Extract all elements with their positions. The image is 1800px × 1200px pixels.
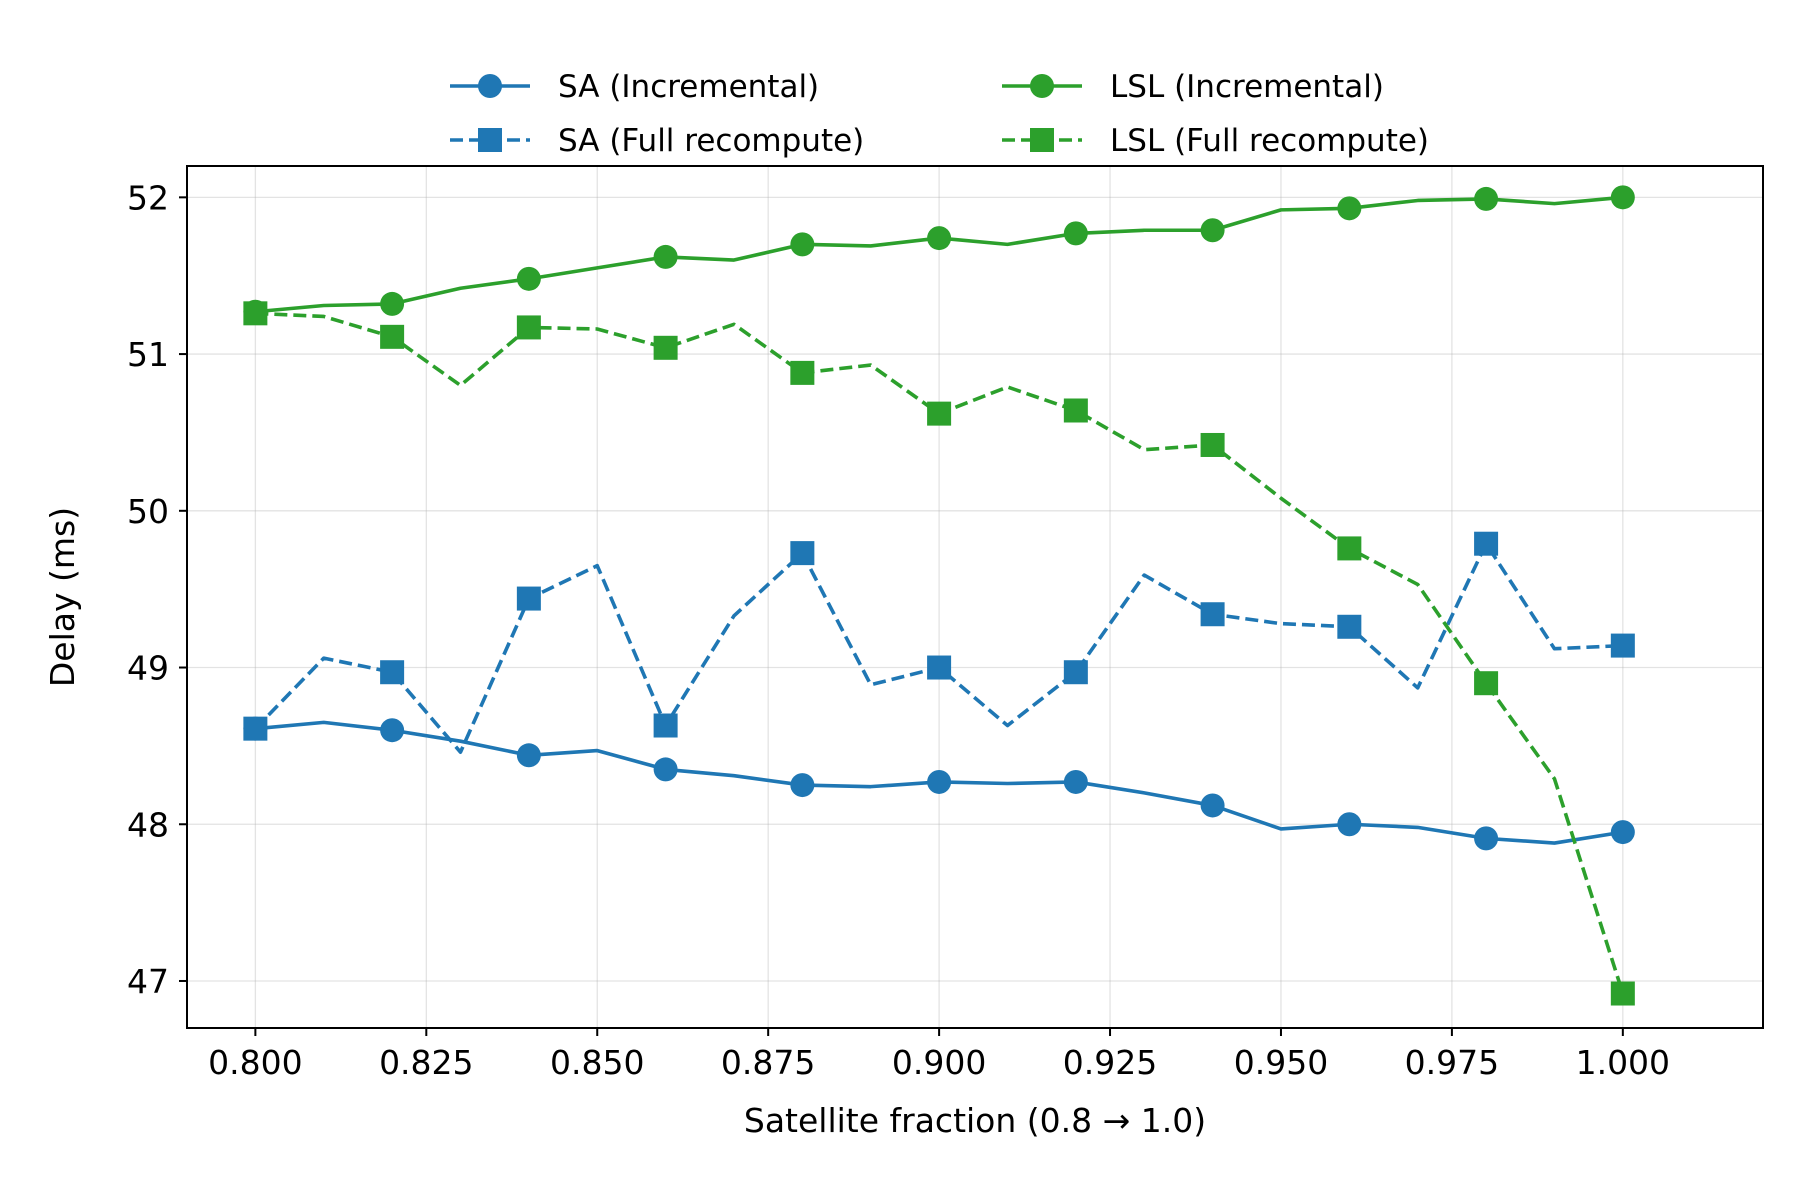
- data-point-sa-full-recompute: [790, 541, 815, 566]
- data-point-lsl-incremental: [653, 244, 678, 269]
- data-point-sa-incremental: [927, 769, 952, 794]
- x-axis-ticks: 0.800 0.825 0.850 0.875 0.900 0.925 0.950 0.975…: [208, 1028, 1670, 1082]
- x-tick-label: 0.875: [721, 1043, 815, 1082]
- data-point-lsl-full-recompute: [927, 401, 952, 426]
- series-markers: [243, 185, 1635, 1006]
- data-point-lsl-full-recompute: [243, 301, 268, 326]
- data-point-lsl-incremental: [1337, 196, 1362, 221]
- data-point-lsl-incremental: [790, 232, 815, 257]
- legend-marker: [478, 74, 502, 98]
- data-point-sa-full-recompute: [1337, 614, 1362, 639]
- data-point-lsl-incremental: [927, 226, 952, 251]
- data-point-lsl-full-recompute: [380, 324, 405, 349]
- x-tick-label: 0.850: [550, 1043, 644, 1082]
- data-point-sa-incremental: [516, 743, 541, 768]
- x-tick-label: 0.975: [1405, 1043, 1499, 1082]
- data-point-lsl-full-recompute: [516, 315, 541, 340]
- y-tick-label: 52: [127, 178, 169, 217]
- data-point-sa-full-recompute: [653, 713, 678, 738]
- legend-marker: [1030, 74, 1054, 98]
- y-tick-label: 49: [127, 649, 169, 688]
- x-tick-label: 0.950: [1234, 1043, 1328, 1082]
- legend-marker: [478, 128, 502, 152]
- x-tick-label: 0.900: [892, 1043, 986, 1082]
- y-tick-label: 48: [127, 805, 169, 844]
- legend-label: LSL (Incremental): [1110, 69, 1384, 105]
- legend-marker: [1030, 128, 1054, 152]
- y-tick-label: 47: [127, 962, 169, 1001]
- data-point-sa-full-recompute: [1063, 660, 1088, 685]
- data-point-lsl-full-recompute: [1200, 432, 1225, 457]
- data-point-lsl-incremental: [1474, 186, 1499, 211]
- data-point-sa-incremental: [1200, 793, 1225, 818]
- data-point-lsl-full-recompute: [1063, 398, 1088, 423]
- data-point-sa-incremental: [790, 773, 815, 798]
- data-point-sa-incremental: [380, 718, 405, 743]
- legend-label: SA (Full recompute): [558, 123, 864, 159]
- data-point-sa-full-recompute: [516, 586, 541, 611]
- data-point-sa-incremental: [653, 757, 678, 782]
- legend-label: LSL (Full recompute): [1110, 123, 1429, 159]
- x-tick-label: 1.000: [1576, 1043, 1670, 1082]
- y-tick-label: 51: [127, 335, 169, 374]
- legend-entry-sa-incremental: SA (Incremental): [450, 69, 819, 105]
- x-tick-label: 0.925: [1063, 1043, 1157, 1082]
- data-point-lsl-incremental: [1200, 218, 1225, 243]
- grid: [187, 166, 1763, 1028]
- axes-frame: [186, 165, 1764, 1029]
- data-point-lsl-incremental: [1063, 221, 1088, 246]
- legend-label: SA (Incremental): [558, 69, 819, 105]
- data-point-lsl-full-recompute: [1610, 981, 1635, 1006]
- y-axis-ticks: 47 48 49 50 51 52: [127, 178, 187, 1001]
- x-tick-label: 0.825: [379, 1043, 473, 1082]
- data-point-sa-full-recompute: [1474, 531, 1499, 556]
- data-point-lsl-incremental: [516, 266, 541, 291]
- legend: SA (Incremental) SA (Full recompute) LSL (…: [450, 69, 1429, 159]
- legend-entry-lsl-full-recompute: LSL (Full recompute): [1002, 123, 1429, 159]
- legend-entry-sa-full-recompute: SA (Full recompute): [450, 123, 864, 159]
- y-tick-label: 50: [127, 492, 169, 531]
- data-point-sa-incremental: [1337, 812, 1362, 837]
- data-point-sa-full-recompute: [380, 660, 405, 685]
- data-point-lsl-incremental: [1610, 185, 1635, 210]
- data-point-sa-incremental: [1063, 769, 1088, 794]
- data-point-sa-incremental: [1474, 826, 1499, 851]
- data-point-lsl-full-recompute: [653, 335, 678, 360]
- legend-entry-lsl-incremental: LSL (Incremental): [1002, 69, 1384, 105]
- data-point-lsl-full-recompute: [1337, 536, 1362, 561]
- y-axis-label: Delay (ms): [43, 507, 82, 687]
- data-point-sa-full-recompute: [927, 655, 952, 680]
- data-point-lsl-full-recompute: [790, 360, 815, 385]
- x-tick-label: 0.800: [208, 1043, 302, 1082]
- data-point-sa-full-recompute: [1610, 633, 1635, 658]
- data-point-lsl-full-recompute: [1474, 671, 1499, 696]
- data-point-sa-incremental: [1610, 820, 1635, 845]
- x-axis-label: Satellite fraction (0.8 → 1.0): [744, 1101, 1206, 1140]
- data-point-sa-full-recompute: [1200, 602, 1225, 627]
- data-point-sa-full-recompute: [243, 716, 268, 741]
- data-point-lsl-incremental: [380, 291, 405, 316]
